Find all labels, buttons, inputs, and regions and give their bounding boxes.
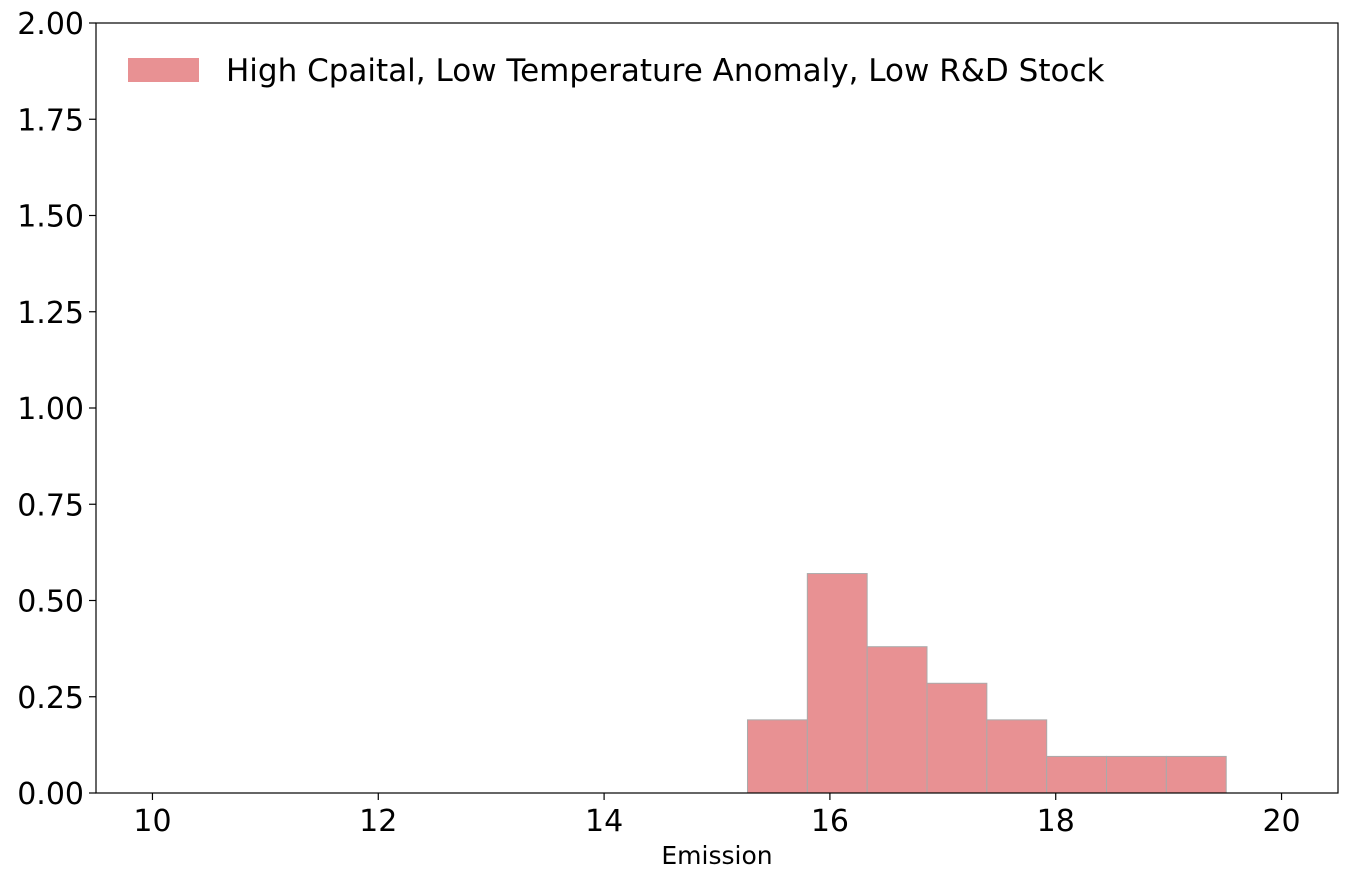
legend-label: High Cpaital, Low Temperature Anomaly, L… <box>226 53 1104 89</box>
x-tick-label: 16 <box>811 804 849 839</box>
x-tick-label: 18 <box>1037 804 1075 839</box>
ticks-layer: 10 12 14 16 18 20 0.00 0.25 0.50 0.75 1.00 1.25 1.50… <box>17 7 1300 839</box>
histogram-bar-1 <box>806 573 868 794</box>
y-tick-label: 1.50 <box>17 200 84 235</box>
legend-swatch <box>128 58 199 82</box>
x-axis-label: Emission <box>661 841 772 870</box>
x-tick-label: 10 <box>133 804 171 839</box>
bars-layer <box>746 573 1227 794</box>
y-tick-label: 2.00 <box>17 7 84 42</box>
histogram-bar-5 <box>1046 755 1108 794</box>
y-tick-label: 1.00 <box>17 392 84 427</box>
histogram-bar-2 <box>866 646 928 794</box>
histogram-bar-7 <box>1165 755 1227 794</box>
histogram-bar-0 <box>746 719 808 794</box>
y-tick-label: 0.75 <box>17 488 84 523</box>
y-tick-label: 0.50 <box>17 585 84 620</box>
y-tick-label: 1.75 <box>17 103 84 138</box>
y-tick-label: 0.00 <box>17 777 84 812</box>
legend: High Cpaital, Low Temperature Anomaly, L… <box>128 53 1104 89</box>
y-tick-label: 0.25 <box>17 681 84 716</box>
histogram-bar-3 <box>926 682 988 794</box>
histogram-bar-6 <box>1106 755 1167 794</box>
x-tick-label: 20 <box>1262 804 1300 839</box>
histogram-bar-4 <box>986 719 1048 794</box>
plot-frame <box>95 22 1339 794</box>
x-tick-label: 12 <box>359 804 397 839</box>
y-tick-label: 1.25 <box>17 296 84 331</box>
x-tick-label: 14 <box>585 804 623 839</box>
